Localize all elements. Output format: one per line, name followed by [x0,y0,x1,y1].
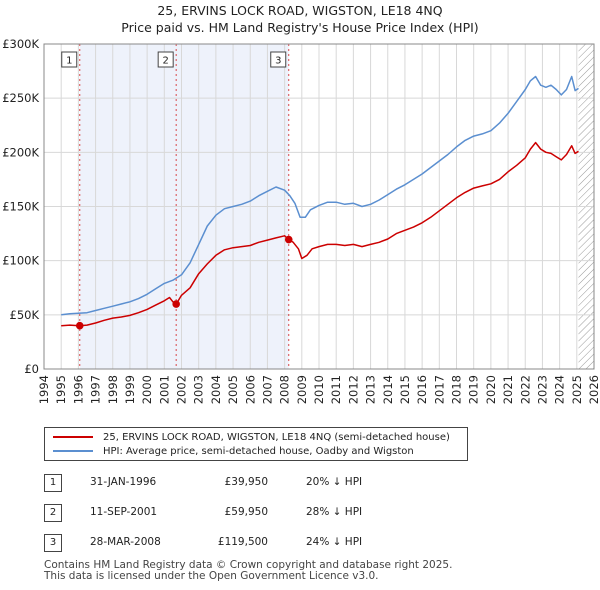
marker-label: 3 [275,56,281,67]
transaction-price: £39,950 [224,476,268,488]
transaction-row: 3 28-MAR-2008 £119,500 24% ↓ HPI [44,534,584,554]
marker-box [270,51,287,68]
y-tick-label: £300K [2,37,39,51]
transaction-date: 11-SEP-2001 [90,506,158,518]
x-tick-label: 2005 [226,375,240,404]
transaction-number: 3 [44,534,62,552]
transaction-row: 1 31-JAN-1996 £39,950 20% ↓ HPI [44,474,584,494]
x-tick-label: 2001 [157,375,171,404]
x-tick-label: 2008 [278,375,292,404]
x-tick-label: 1999 [123,375,137,404]
legend-swatch-hpi [53,450,93,452]
title-line-2: Price paid vs. HM Land Registry's House … [121,20,479,35]
transaction-price: £59,950 [224,506,268,518]
x-tick-label: 2006 [243,375,257,404]
x-tick-label: 2014 [381,375,395,404]
x-tick-label: 2013 [364,375,378,404]
series-line-property [61,141,579,327]
marker-label: 1 [66,56,72,67]
transaction-row: 2 11-SEP-2001 £59,950 28% ↓ HPI [44,504,584,524]
x-tick-label: 2025 [570,375,584,404]
transaction-number: 2 [44,504,62,522]
title-line-1: 25, ERVINS LOCK ROAD, WIGSTON, LE18 4NQ [157,3,443,18]
x-tick-label: 2004 [209,375,223,404]
y-tick-label: £250K [2,91,39,105]
transaction-hpi: 24% ↓ HPI [306,536,363,548]
transaction-price: £119,500 [217,536,268,548]
transaction-number: 1 [44,474,62,492]
plot-frame [43,43,595,370]
sale-point [75,321,84,330]
marker-box [157,51,174,68]
x-tick-label: 2010 [312,375,326,404]
x-tick-label: 2026 [587,375,600,404]
x-tick-label: 2007 [260,375,274,404]
y-tick-label: £0 [24,362,39,376]
x-tick-label: 2022 [518,375,532,404]
legend-item-property: 25, ERVINS LOCK ROAD, WIGSTON, LE18 4NQ … [53,430,450,444]
x-tick-label: 2018 [450,375,464,404]
x-tick-label: 2017 [432,375,446,404]
sale-point [284,235,293,244]
x-tick-label: 2020 [484,375,498,404]
x-tick-label: 2003 [192,375,206,404]
legend-label-hpi: HPI: Average price, semi-detached house,… [103,445,414,457]
y-tick-label: £150K [2,200,39,214]
x-tick-label: 2016 [415,375,429,404]
transaction-hpi: 20% ↓ HPI [306,476,363,488]
x-tick-label: 2000 [140,375,154,404]
x-tick-label: 1997 [89,375,103,404]
x-tick-label: 2009 [295,375,309,404]
y-tick-label: £100K [2,254,39,268]
sale-point [172,300,180,308]
footer-license: This data is licensed under the Open Gov… [44,570,379,582]
x-tick-label: 2023 [535,375,549,404]
footer-copyright: Contains HM Land Registry data © Crown c… [44,559,453,571]
x-tick-label: 1994 [37,375,51,404]
legend-swatch-property [53,436,93,438]
legend: 25, ERVINS LOCK ROAD, WIGSTON, LE18 4NQ … [44,427,468,461]
x-tick-label: 2015 [398,375,412,404]
chart-title: 25, ERVINS LOCK ROAD, WIGSTON, LE18 4NQ … [0,2,600,36]
marker-box [61,51,78,68]
transaction-date: 28-MAR-2008 [90,536,161,548]
x-tick-label: 2021 [501,375,515,404]
x-tick-label: 2024 [553,375,567,404]
x-tick-label: 1996 [71,375,85,404]
footer: Contains HM Land Registry data © Crown c… [44,560,452,582]
marker-label: 2 [162,56,168,67]
x-tick-label: 1998 [106,375,120,404]
legend-label-property: 25, ERVINS LOCK ROAD, WIGSTON, LE18 4NQ … [103,431,450,443]
y-tick-label: £200K [2,145,39,159]
legend-item-hpi: HPI: Average price, semi-detached house,… [53,444,414,458]
x-tick-label: 2019 [467,375,481,404]
x-tick-label: 1995 [54,375,68,404]
series-line-hpi [61,75,579,316]
transaction-hpi: 28% ↓ HPI [306,506,363,518]
x-tick-label: 2011 [329,375,343,404]
x-tick-label: 2012 [346,375,360,404]
transaction-date: 31-JAN-1996 [90,476,157,488]
y-tick-label: £50K [10,308,40,322]
x-tick-label: 2002 [175,375,189,404]
